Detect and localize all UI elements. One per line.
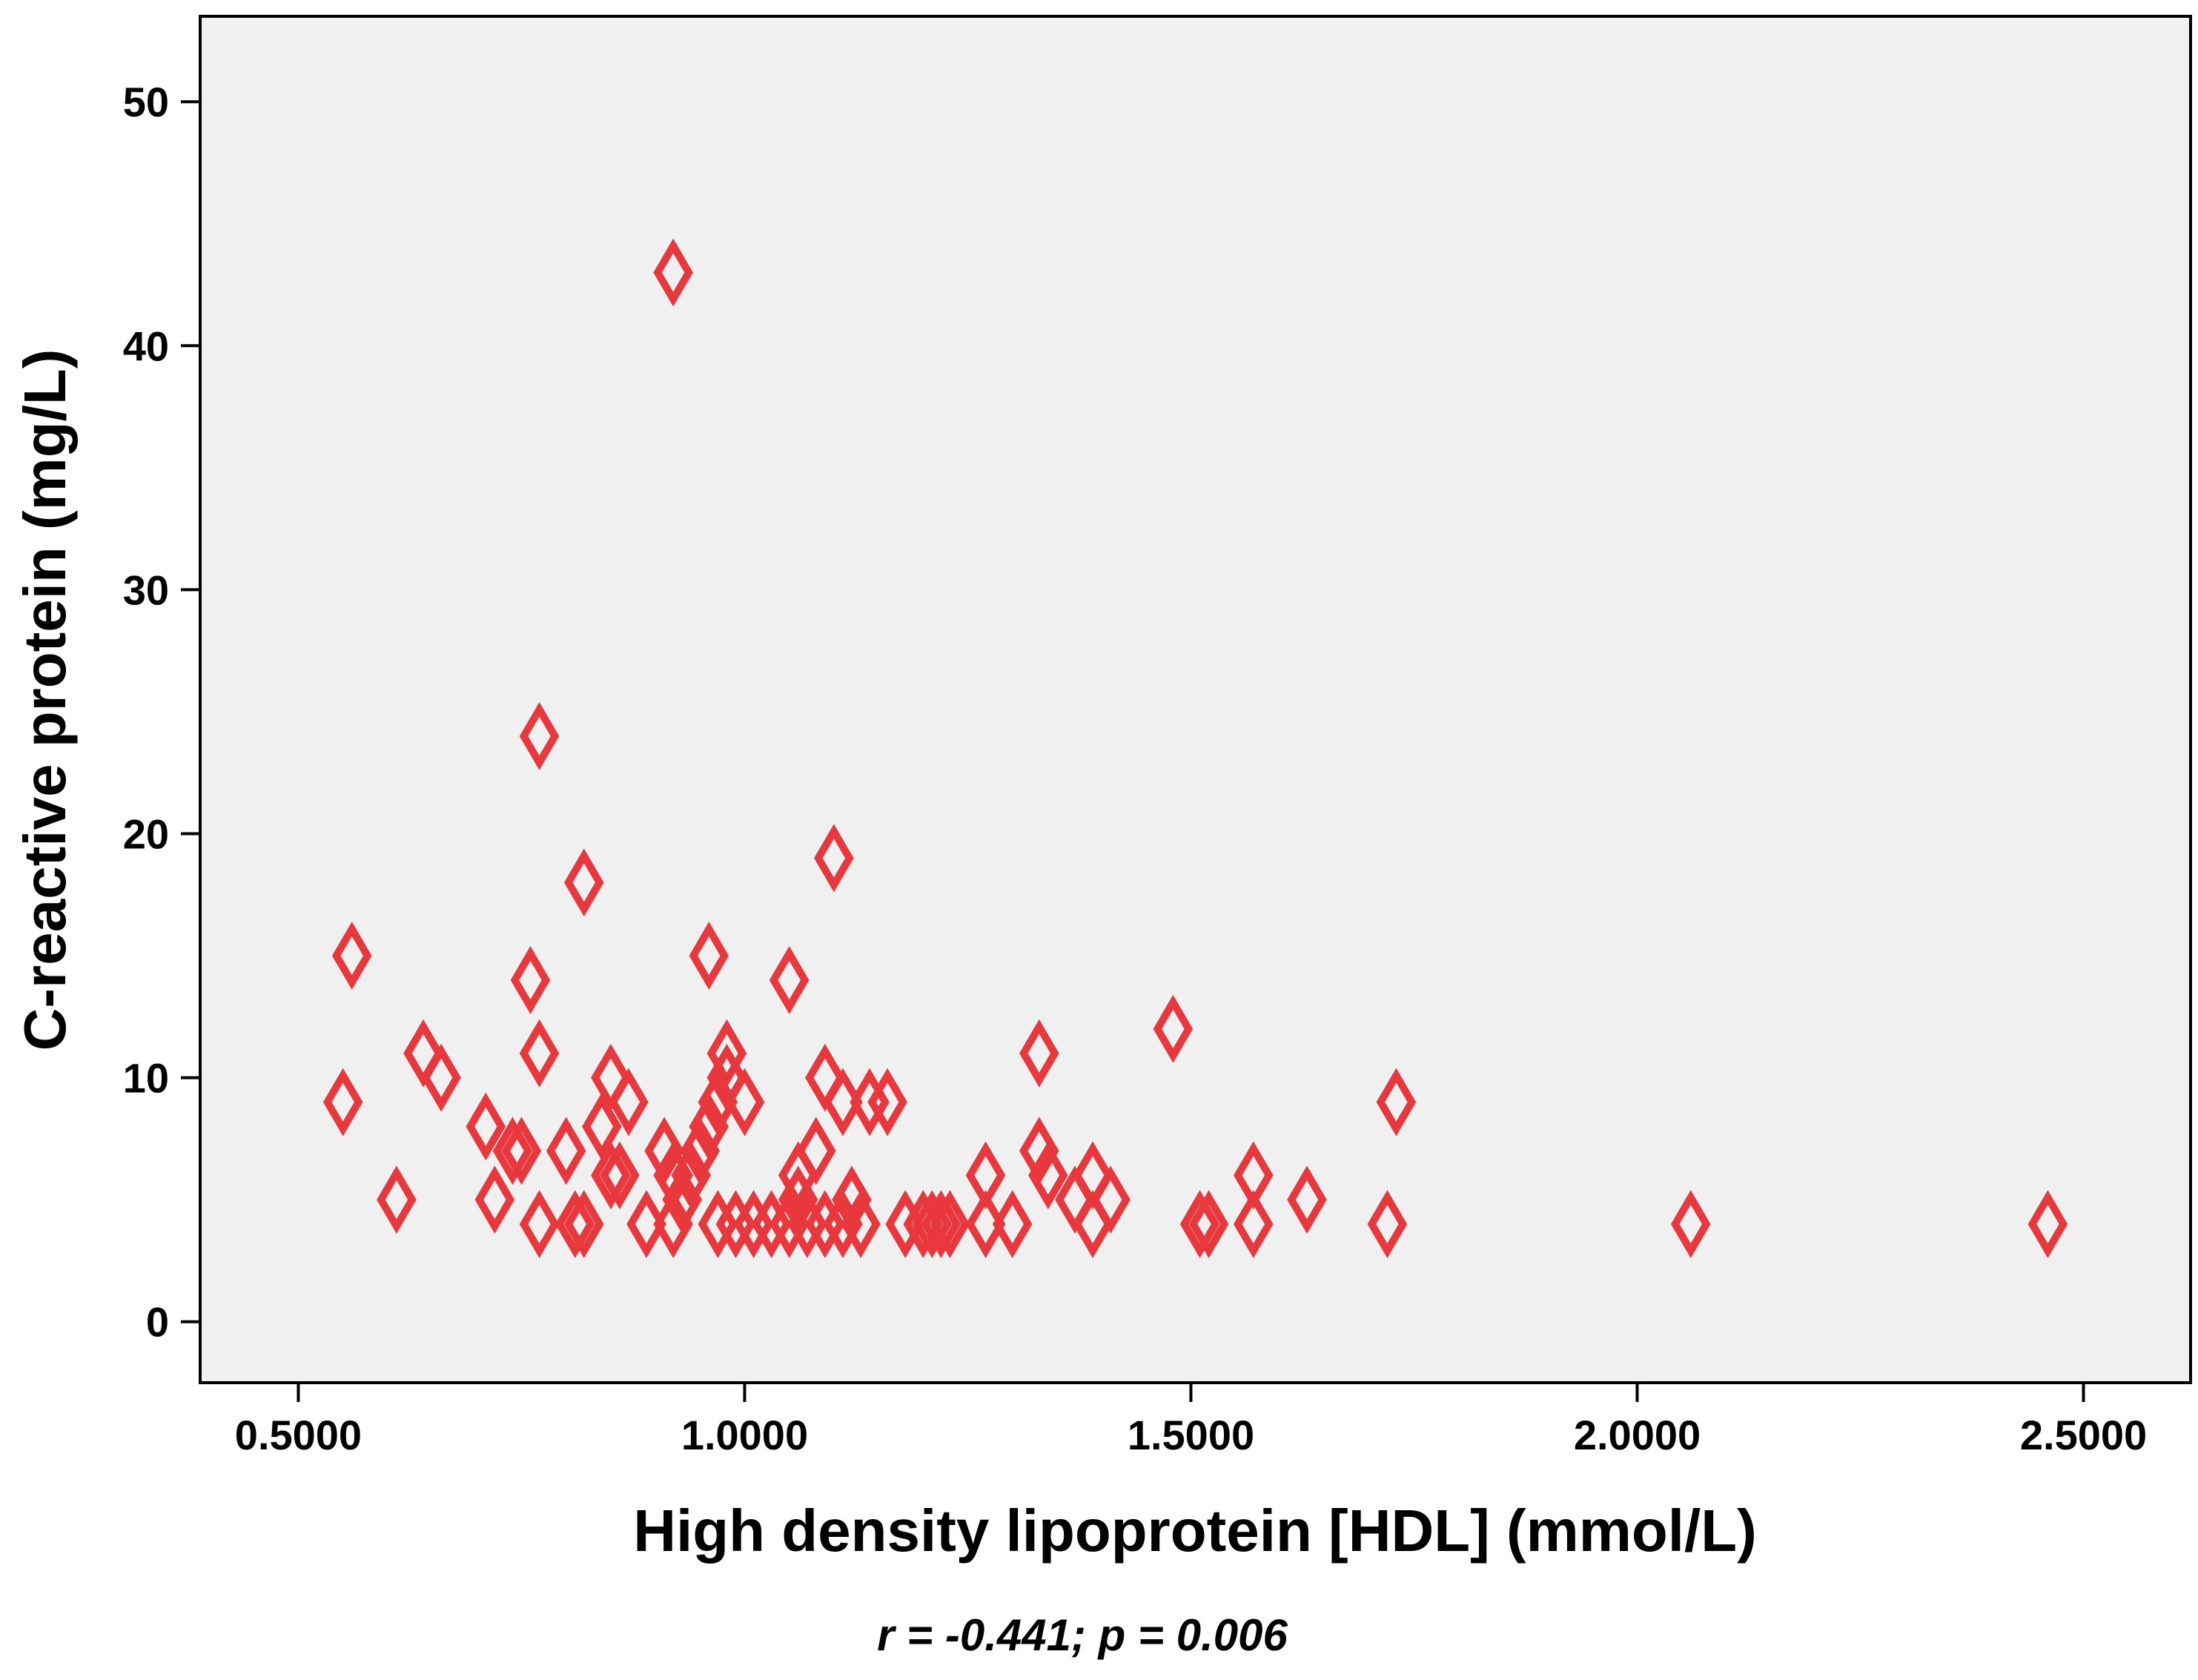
x-tick-label: 1.0000 xyxy=(681,1412,808,1458)
data-point xyxy=(841,1190,881,1259)
y-tick-label: 10 xyxy=(123,1055,169,1102)
data-point xyxy=(421,1043,461,1112)
data-point xyxy=(1153,994,1194,1063)
data-point xyxy=(466,1092,506,1161)
x-tick-label: 0.5000 xyxy=(235,1412,362,1458)
data-points xyxy=(322,238,2068,1259)
data-point xyxy=(1090,1165,1131,1234)
data-point xyxy=(644,1117,684,1185)
data-point xyxy=(965,1190,1006,1259)
data-point xyxy=(582,1092,622,1161)
data-point xyxy=(653,1190,693,1259)
data-point xyxy=(992,1190,1033,1259)
data-point xyxy=(2027,1190,2068,1259)
data-point xyxy=(1019,1117,1059,1185)
y-tick-label: 40 xyxy=(123,323,169,369)
data-point xyxy=(563,848,604,917)
data-point xyxy=(867,1068,907,1137)
data-point xyxy=(930,1190,970,1259)
data-point xyxy=(1028,1141,1068,1210)
data-point xyxy=(778,1165,818,1234)
correlation-annotation: r = -0.441; p = 0.006 xyxy=(877,1610,1288,1660)
data-point xyxy=(1188,1190,1229,1259)
y-axis-title: C-reactive protein (mg/L) xyxy=(12,349,78,1051)
data-point xyxy=(1179,1190,1220,1259)
y-axis: 0 10 20 30 40 50 xyxy=(123,79,200,1346)
data-point xyxy=(680,1117,721,1185)
data-point xyxy=(377,1165,417,1234)
data-point xyxy=(331,922,372,990)
data-point xyxy=(921,1190,961,1259)
data-point xyxy=(653,238,693,307)
data-point xyxy=(823,1068,863,1137)
data-point xyxy=(519,1190,560,1259)
data-point xyxy=(1367,1190,1408,1259)
x-tick-label: 1.5000 xyxy=(1128,1412,1254,1458)
data-point xyxy=(689,922,729,990)
data-point xyxy=(546,1117,586,1185)
data-point xyxy=(626,1190,666,1259)
data-point xyxy=(609,1068,649,1137)
x-tick-label: 2.5000 xyxy=(2020,1412,2147,1458)
y-tick-label: 50 xyxy=(123,79,169,125)
data-point xyxy=(591,1141,631,1210)
x-tick-label: 2.0000 xyxy=(1574,1412,1701,1458)
data-point xyxy=(689,1092,729,1161)
y-tick-label: 20 xyxy=(123,811,169,858)
data-point xyxy=(519,1019,560,1088)
data-point xyxy=(519,701,560,770)
data-point xyxy=(501,1117,542,1185)
data-point xyxy=(510,946,551,1014)
data-point xyxy=(1287,1165,1327,1234)
data-point xyxy=(724,1068,765,1137)
data-point xyxy=(563,1190,604,1259)
data-point xyxy=(698,1068,738,1137)
data-point xyxy=(671,1141,712,1210)
data-point xyxy=(814,824,854,893)
y-tick-label: 0 xyxy=(146,1299,169,1346)
data-point xyxy=(769,946,810,1014)
data-point xyxy=(492,1117,533,1185)
data-point xyxy=(1376,1068,1417,1137)
data-point xyxy=(555,1190,595,1259)
data-point xyxy=(795,1117,836,1185)
data-point xyxy=(1670,1190,1711,1259)
data-point xyxy=(832,1165,872,1234)
data-point xyxy=(322,1068,363,1137)
x-axis-title: High density lipoprotein [HDL] (mmol/L) xyxy=(633,1498,1756,1564)
data-point xyxy=(474,1165,515,1234)
data-point xyxy=(1233,1190,1274,1259)
data-point xyxy=(1019,1019,1059,1088)
data-point xyxy=(662,1165,702,1234)
data-point xyxy=(706,1019,747,1088)
y-tick-label: 30 xyxy=(123,566,169,613)
data-point xyxy=(600,1141,640,1210)
x-axis: 0.5000 1.0000 1.5000 2.0000 2.5000 xyxy=(235,1383,2147,1458)
